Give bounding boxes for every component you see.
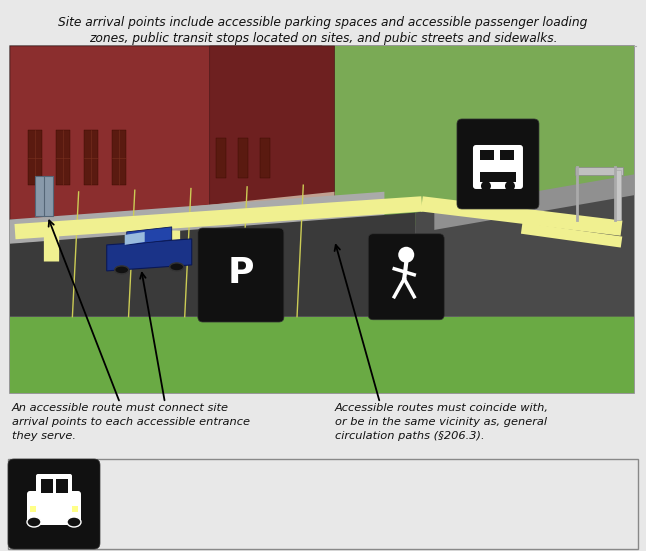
Bar [84,130,98,185]
Polygon shape [459,202,634,317]
Ellipse shape [170,263,183,271]
Polygon shape [434,174,634,230]
Bar [30,506,36,512]
Polygon shape [10,46,634,289]
Circle shape [481,181,491,191]
Ellipse shape [27,517,41,527]
FancyBboxPatch shape [457,119,539,209]
Bar [72,506,78,512]
Text: If no pedestrian route onto a site is provided and site entry is by vehicle only: If no pedestrian route onto a site is pr… [105,463,547,514]
Bar [112,130,126,185]
Polygon shape [10,317,634,393]
FancyBboxPatch shape [473,145,523,189]
FancyBboxPatch shape [36,474,72,496]
Bar [480,172,516,182]
Bar [575,167,623,175]
Bar [28,130,42,185]
Polygon shape [415,178,634,317]
Bar [56,130,70,185]
Text: An accessible route must connect site
arrival points to each accessible entrance: An accessible route must connect site ar… [12,403,250,441]
Text: Site arrival points include accessible parking spaces and accessible passenger l: Site arrival points include accessible p… [58,16,588,29]
FancyBboxPatch shape [198,228,284,322]
Bar [8,459,638,549]
Text: P: P [227,256,254,290]
Polygon shape [210,46,335,219]
Bar [10,46,634,393]
Circle shape [505,181,515,191]
Bar [615,170,621,220]
Bar [41,479,53,493]
Polygon shape [10,192,384,244]
Bar [500,150,514,160]
Text: Accessible routes must coincide with,
or be in the same vicinity as, general
cir: Accessible routes must coincide with, or… [335,403,549,441]
Ellipse shape [115,266,129,274]
Bar [238,138,248,178]
Bar [260,138,270,178]
Text: zones, public transit stops located on sites, and pubic streets and sidewalks.: zones, public transit stops located on s… [89,32,557,45]
Bar [216,138,226,178]
Polygon shape [135,192,335,219]
Bar [480,150,494,160]
FancyBboxPatch shape [27,491,81,525]
Polygon shape [107,239,192,271]
Polygon shape [10,46,322,219]
Polygon shape [125,232,145,245]
FancyBboxPatch shape [368,234,444,320]
Polygon shape [10,213,415,317]
FancyBboxPatch shape [8,459,100,549]
Ellipse shape [67,517,81,527]
Bar [56,479,68,493]
Polygon shape [127,227,172,245]
Bar [35,176,53,216]
Circle shape [398,247,414,263]
